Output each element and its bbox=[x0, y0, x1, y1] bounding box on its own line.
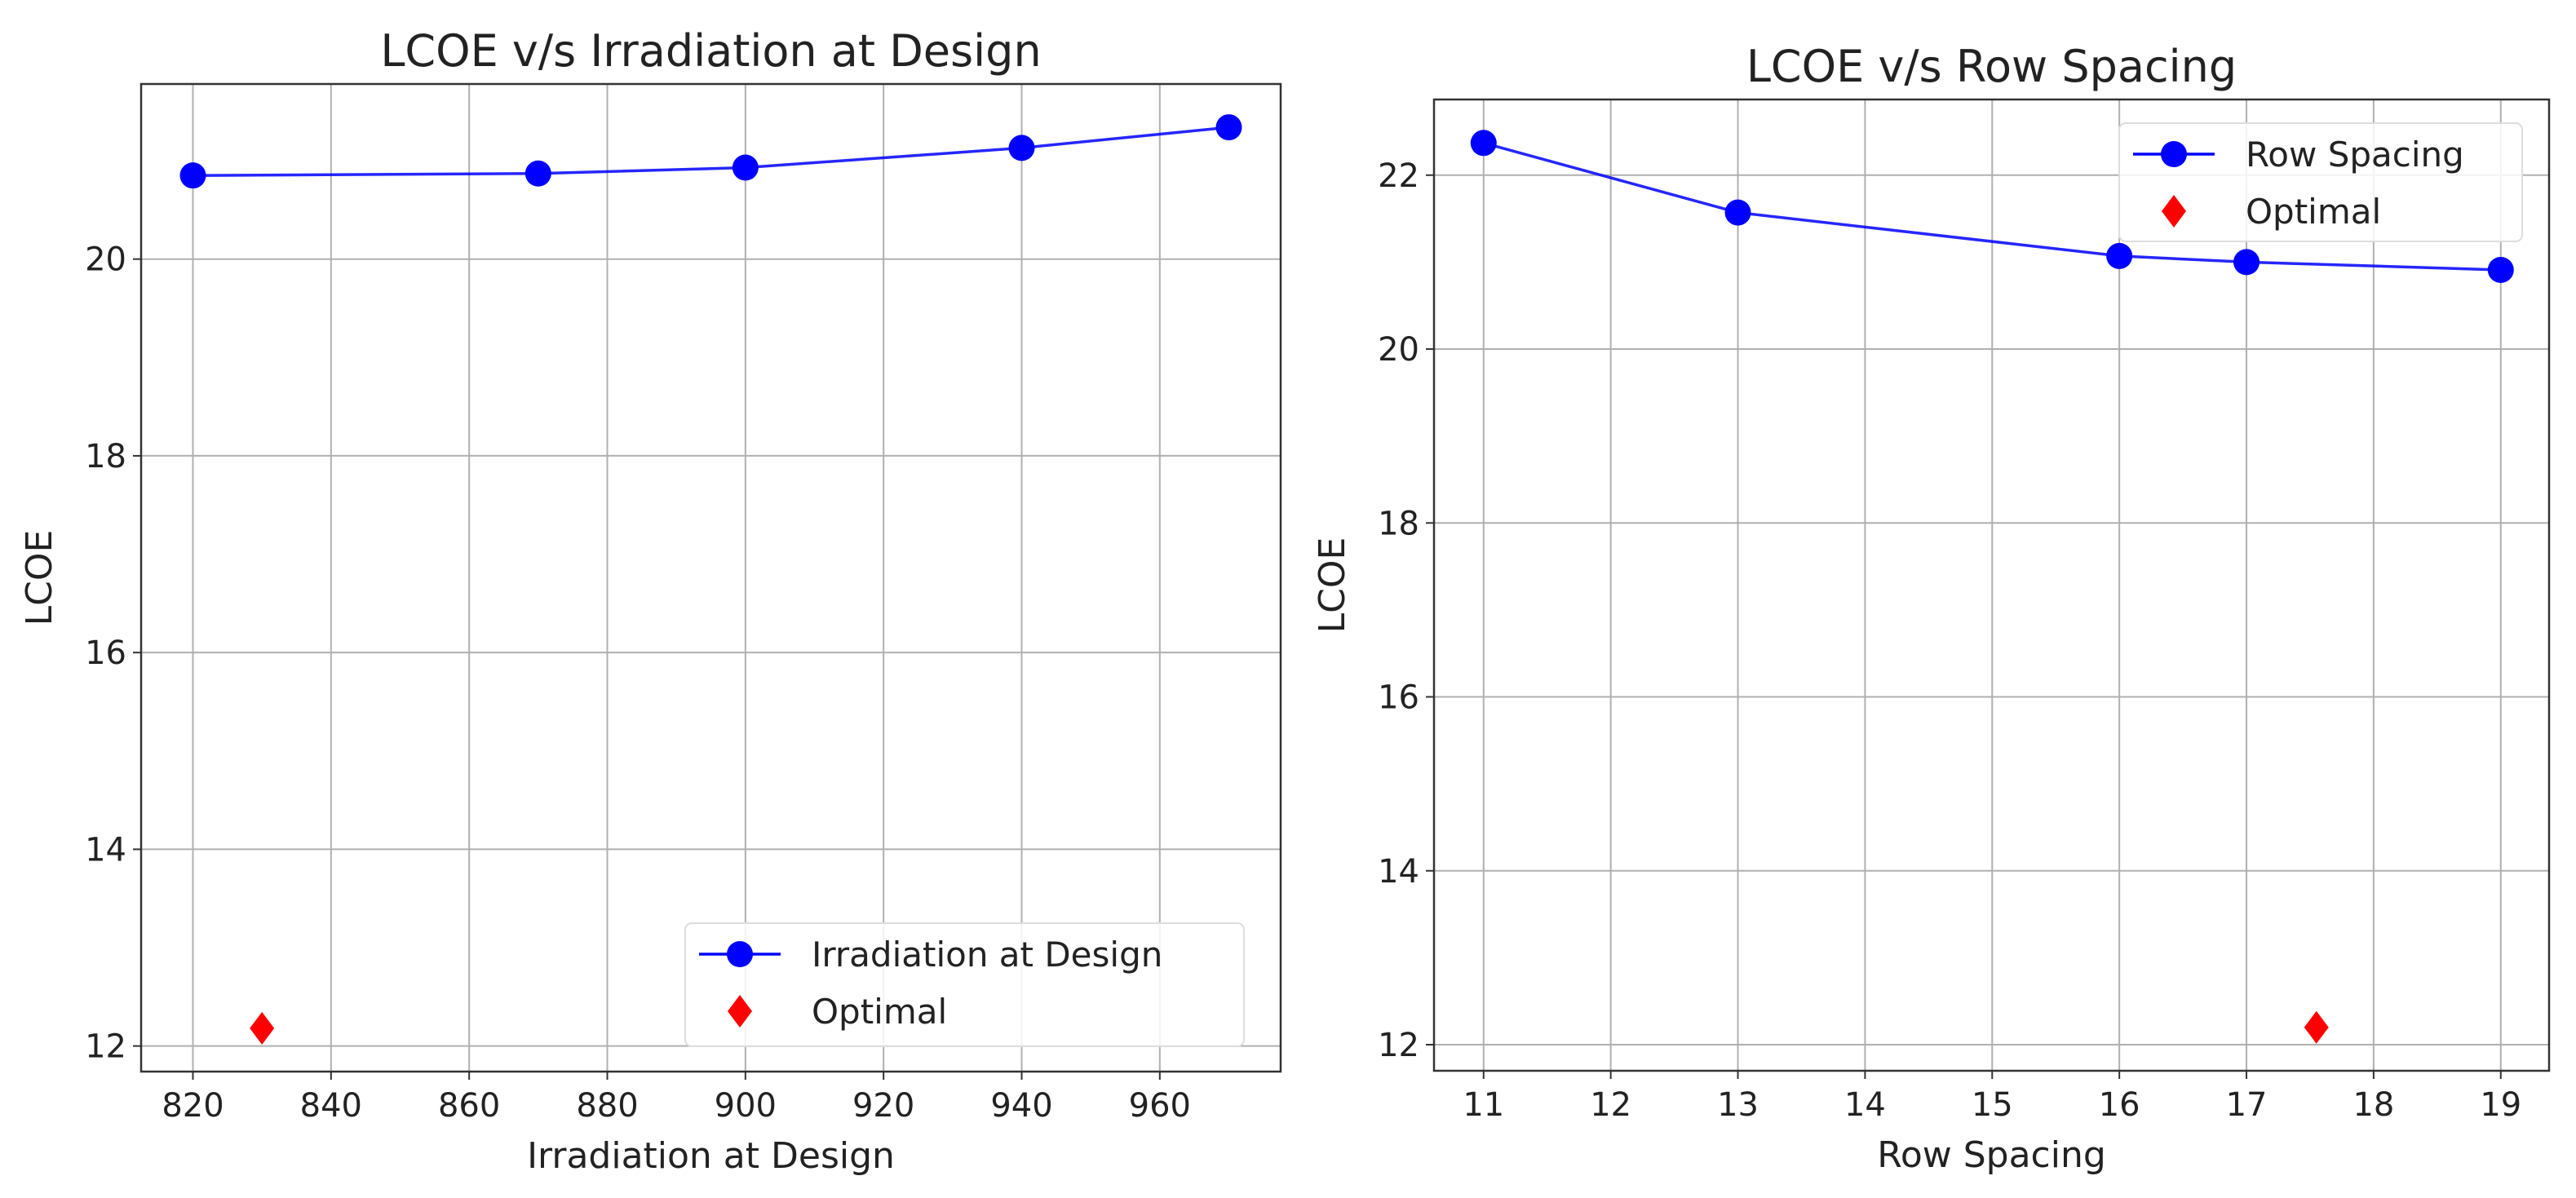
y-tick-label: 16 bbox=[1378, 679, 1419, 717]
x-tick-label: 820 bbox=[162, 1087, 224, 1125]
x-tick-label: 17 bbox=[2226, 1086, 2268, 1124]
chart-1: 820 840 860 880 900 920 940 960 12 14 16 18 20 LCOE v… bbox=[19, 25, 1282, 1177]
x-tick-label: 13 bbox=[1717, 1086, 1759, 1124]
x-tick-label: 11 bbox=[1463, 1086, 1504, 1124]
data-point bbox=[2106, 242, 2133, 269]
x-tick-label: 12 bbox=[1590, 1086, 1631, 1124]
data-point bbox=[524, 160, 551, 187]
legend-circle-marker bbox=[2161, 141, 2187, 167]
x-tick-label: 860 bbox=[438, 1087, 500, 1125]
x-tick-label: 920 bbox=[852, 1087, 914, 1125]
x-tick-label: 960 bbox=[1129, 1087, 1191, 1125]
x-tick-label: 18 bbox=[2352, 1086, 2394, 1124]
x-axis-label: Irradiation at Design bbox=[527, 1135, 895, 1177]
y-tick-label: 22 bbox=[1378, 157, 1419, 195]
legend-diamond-marker bbox=[728, 995, 752, 1028]
data-point bbox=[2487, 256, 2514, 283]
data-point bbox=[1470, 130, 1497, 157]
x-tick-label: 16 bbox=[2099, 1086, 2140, 1124]
legend: Row Spacing Optimal bbox=[2118, 122, 2523, 242]
y-tick-label: 14 bbox=[1378, 853, 1419, 891]
optimal-point bbox=[2304, 1010, 2329, 1044]
y-tick-label: 20 bbox=[1378, 331, 1419, 369]
data-point bbox=[1724, 199, 1751, 226]
y-tick-label: 18 bbox=[85, 438, 126, 475]
y-tick-label: 18 bbox=[1378, 505, 1419, 542]
data-point bbox=[1008, 135, 1035, 161]
x-axis-label: Row Spacing bbox=[1877, 1134, 2106, 1176]
x-tick-label: 840 bbox=[300, 1087, 362, 1125]
legend-circle-marker bbox=[727, 941, 753, 967]
optimal-point bbox=[250, 1011, 275, 1045]
axes-frame bbox=[139, 82, 1282, 1073]
axes-frame bbox=[1432, 98, 2551, 1072]
y-tick-label: 16 bbox=[85, 634, 126, 672]
data-point bbox=[1215, 114, 1242, 141]
chart-title: LCOE v/s Row Spacing bbox=[1746, 41, 2237, 92]
data-point bbox=[179, 162, 206, 189]
x-tick-label: 880 bbox=[576, 1087, 638, 1125]
y-tick-label: 14 bbox=[85, 831, 126, 869]
y-tick-label: 12 bbox=[85, 1028, 126, 1066]
x-tick-label: 900 bbox=[715, 1087, 777, 1125]
x-tick-label: 940 bbox=[990, 1087, 1052, 1125]
legend-label: Irradiation at Design bbox=[812, 935, 1162, 975]
x-tick-label: 15 bbox=[1972, 1086, 2013, 1124]
legend-diamond-marker bbox=[2162, 195, 2186, 228]
chart-2: 11 12 13 14 15 16 17 18 19 12 14 16 18 20 22 LCOE v/s R… bbox=[1312, 41, 2551, 1176]
legend: Irradiation at Design Optimal bbox=[684, 922, 1245, 1047]
y-axis-label: LCOE bbox=[1312, 537, 1353, 634]
data-point bbox=[2233, 249, 2260, 276]
y-axis-label: LCOE bbox=[19, 530, 60, 626]
legend-label: Optimal bbox=[812, 992, 947, 1032]
legend-label: Row Spacing bbox=[2246, 135, 2464, 175]
chart-title: LCOE v/s Irradiation at Design bbox=[380, 25, 1041, 77]
y-tick-label: 20 bbox=[85, 241, 126, 279]
series-line bbox=[193, 126, 1229, 177]
legend-box bbox=[684, 922, 1245, 1047]
legend-box bbox=[2118, 122, 2523, 242]
legend-label: Optimal bbox=[2246, 192, 2381, 232]
data-point bbox=[732, 154, 759, 181]
x-tick-label: 19 bbox=[2480, 1086, 2521, 1124]
y-tick-label: 12 bbox=[1378, 1027, 1419, 1064]
x-tick-label: 14 bbox=[1844, 1086, 1886, 1124]
